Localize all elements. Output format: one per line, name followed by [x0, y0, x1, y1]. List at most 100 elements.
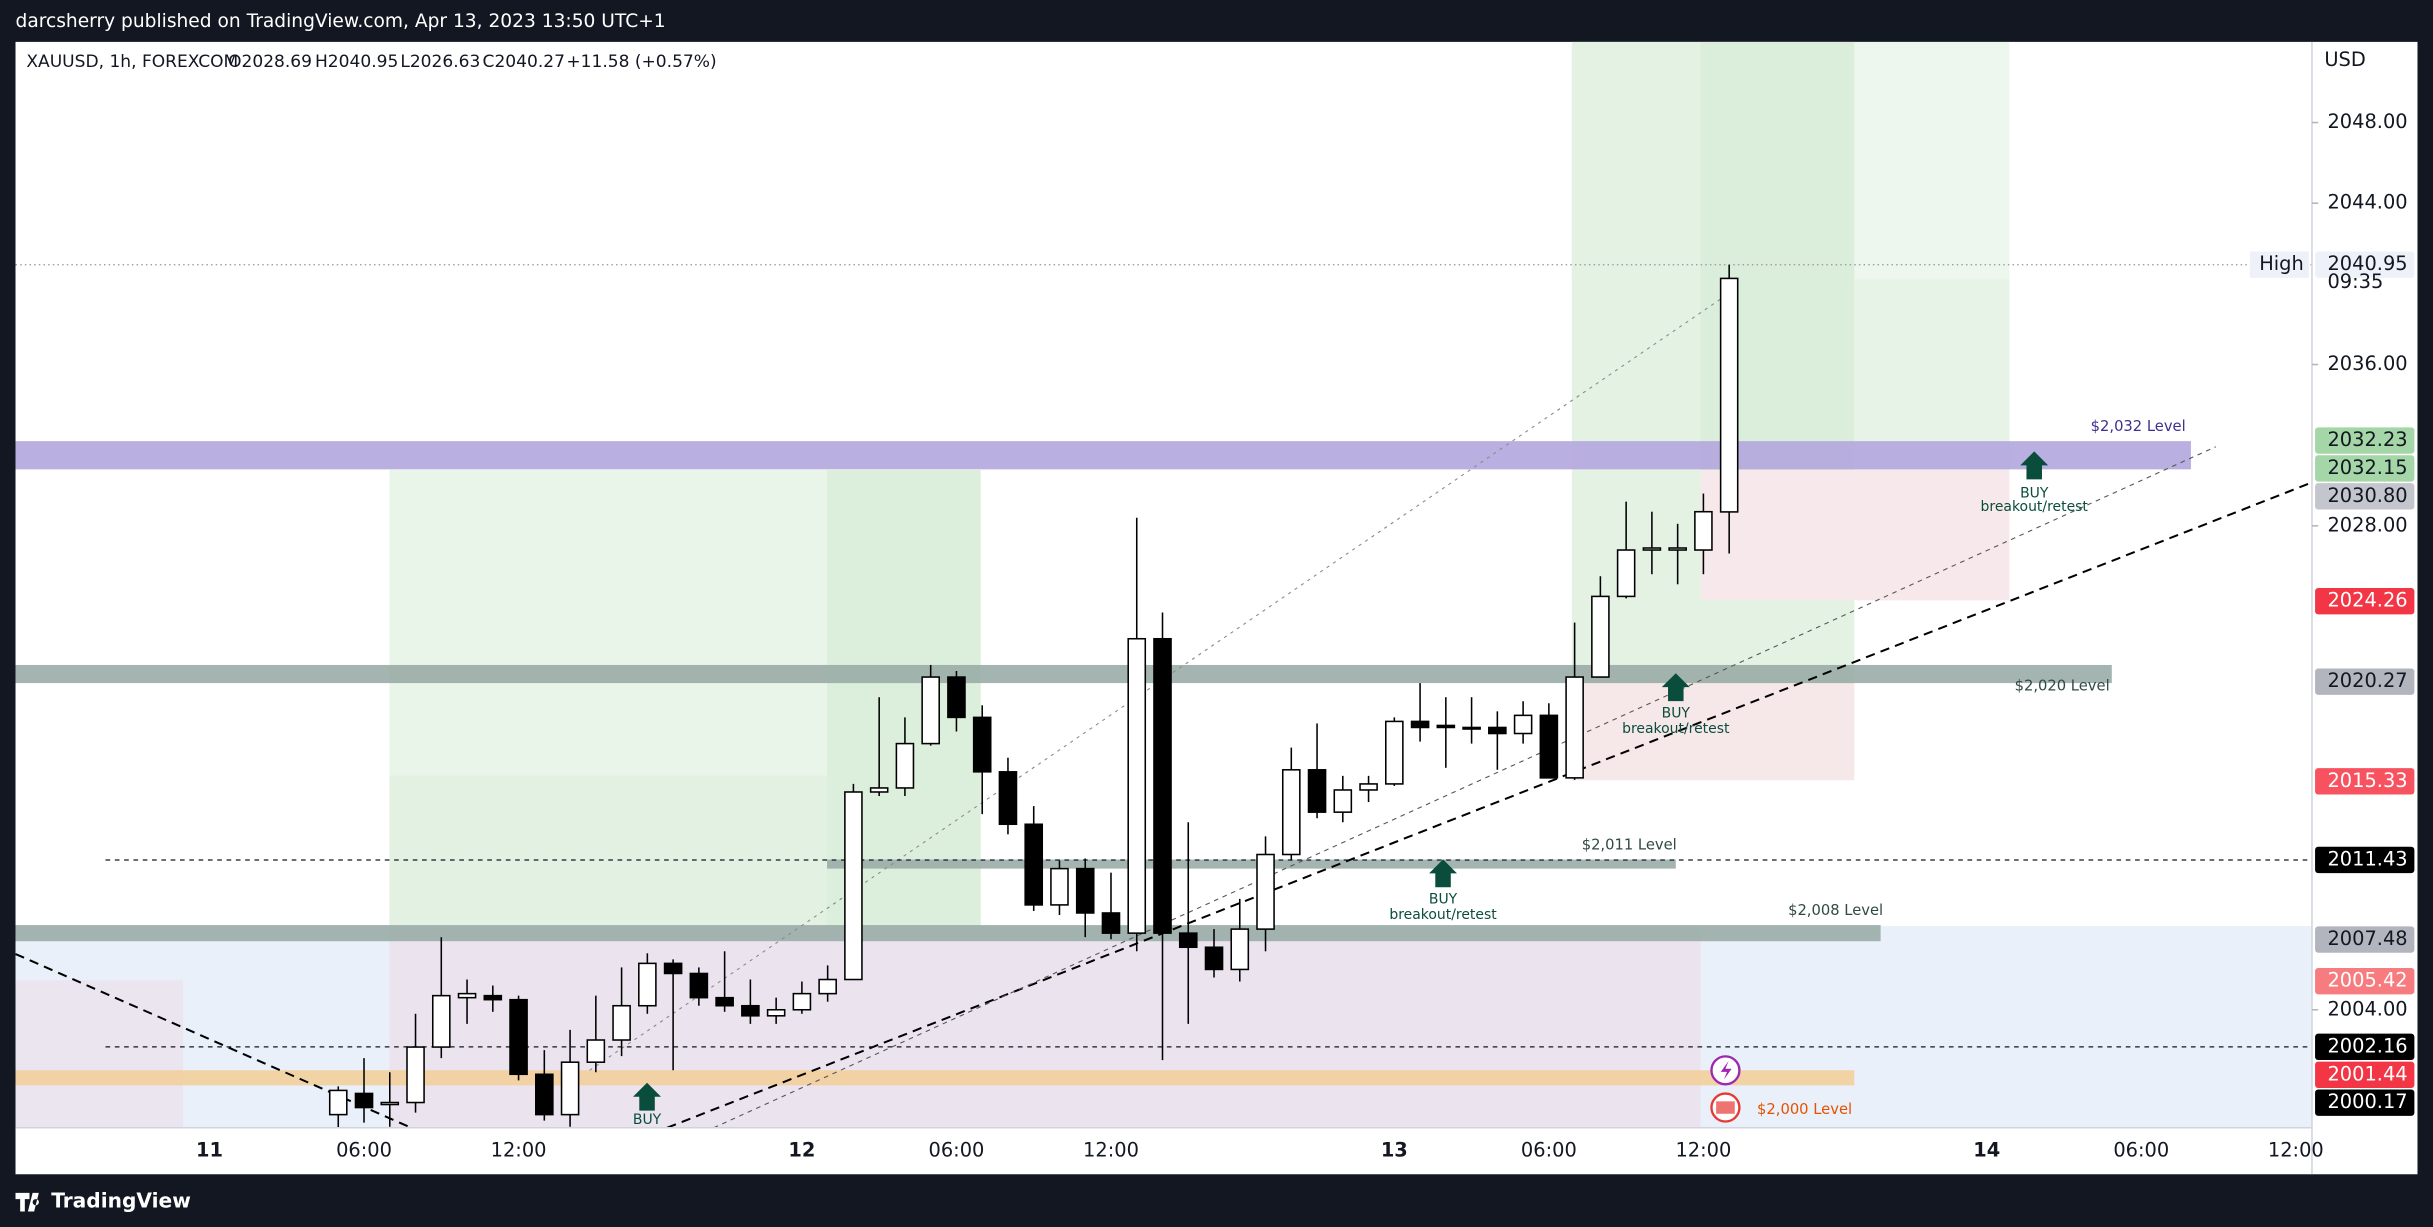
- price-tag-label: 2000.17: [2327, 1090, 2407, 1113]
- candle-body: [406, 1046, 425, 1104]
- candle-body: [741, 1004, 760, 1017]
- candle-body: [1359, 783, 1378, 791]
- candle-body: [766, 1008, 786, 1017]
- legend-low: L2026.63: [400, 52, 480, 72]
- price-tag-label: 2024.26: [2327, 589, 2407, 612]
- y-tick-label: 2048.00: [2327, 110, 2407, 133]
- symbol: XAUUSD, 1h, FOREXCOM: [26, 52, 238, 72]
- price-tag-label: 2015.33: [2327, 769, 2407, 792]
- candle-body: [1385, 720, 1404, 785]
- candle-body: [1436, 724, 1456, 729]
- candle-body: [689, 972, 709, 999]
- level-label: $2,008 Level: [1788, 902, 1883, 919]
- price-tag: [2315, 1061, 2415, 1088]
- y-tick-label: 2036.00: [2327, 352, 2407, 375]
- candle-body: [612, 1004, 631, 1041]
- candle-body: [1694, 510, 1713, 551]
- price-tag: [2315, 251, 2415, 278]
- legend-close: C2040.27: [483, 52, 565, 72]
- price-tag: [2315, 455, 2415, 482]
- candle-body: [1488, 726, 1507, 735]
- x-tick-label: 11: [196, 1138, 223, 1161]
- candle-body: [1307, 769, 1327, 813]
- price-tag: [2315, 846, 2415, 874]
- publisher: darcsherry published on TradingView.com,…: [16, 11, 666, 32]
- candle-body: [1075, 867, 1095, 914]
- candle-body: [895, 742, 915, 789]
- candles: [328, 264, 1739, 1128]
- price-tag: [2315, 967, 2415, 995]
- candle-body: [947, 676, 966, 719]
- signal-note: breakout/retest: [1622, 721, 1730, 737]
- signal-note: breakout/retest: [1389, 907, 1497, 923]
- level-band: [15, 441, 2191, 470]
- candle-body: [1591, 595, 1610, 678]
- candle-body: [457, 992, 477, 999]
- zone: [1854, 279, 2010, 471]
- x-tick-label: 12:00: [1083, 1138, 1139, 1161]
- candle-body: [818, 978, 837, 995]
- candle-body: [638, 962, 657, 1007]
- candle-body: [431, 994, 451, 1048]
- zone: [1571, 682, 1855, 781]
- x-tick-label: 12:00: [1675, 1138, 1731, 1161]
- candle-body: [1642, 547, 1662, 551]
- level-label: $2,000 Level: [1757, 1101, 1852, 1118]
- x-tick-label: 06:00: [929, 1138, 985, 1161]
- signal-label: BUY: [2020, 485, 2049, 501]
- price-tag: [2315, 926, 2415, 953]
- candle-body: [972, 716, 992, 773]
- level-band: [15, 664, 2112, 684]
- candle-body: [586, 1039, 606, 1063]
- candle-body: [1333, 789, 1353, 813]
- candle-body: [844, 791, 863, 981]
- signal-label: BUY: [1429, 892, 1458, 908]
- price-tag-note-label: High: [2259, 252, 2304, 275]
- price-tag: [2315, 668, 2415, 695]
- x-tick-label: 06:00: [2113, 1138, 2169, 1161]
- countdown: 09:35: [2327, 270, 2383, 293]
- zone: [15, 980, 184, 1128]
- x-tick-label: 06:00: [336, 1138, 392, 1161]
- candle-body: [509, 998, 528, 1076]
- price-tag: [2315, 1033, 2415, 1061]
- x-tick-label: 12:00: [491, 1138, 547, 1161]
- candle-body: [1204, 946, 1224, 971]
- legend-open: O2028.69: [228, 52, 312, 72]
- price-tag-note: [2249, 251, 2309, 278]
- level-band: [827, 859, 1676, 869]
- candle-body: [1101, 912, 1121, 934]
- signals: BUY BUY breakout/retest BUY breakout/ret…: [633, 451, 2088, 1128]
- level-label: $2,020 Level: [2015, 678, 2110, 695]
- candle-body: [1127, 637, 1147, 934]
- signal-label: BUY: [1662, 706, 1691, 722]
- candle-body: [1539, 714, 1559, 779]
- candle-body: [560, 1061, 580, 1116]
- legend-high: H2040.95: [315, 52, 398, 72]
- price-tag-label: 2011.43: [2327, 847, 2407, 870]
- y-tick-label: 2028.00: [2327, 513, 2407, 536]
- candle-body: [1565, 676, 1584, 779]
- level-band: [15, 925, 1881, 942]
- legend-change: +11.58 (+0.57%): [566, 52, 716, 72]
- price-tag: [2315, 588, 2415, 615]
- currency: USD: [2324, 48, 2365, 71]
- candle-body: [921, 676, 940, 745]
- zone: [389, 926, 1701, 1128]
- levels: [15, 441, 2191, 1086]
- price-lines: [15, 264, 2312, 1048]
- candle-body: [1153, 637, 1172, 934]
- price-tag-label: 2032.15: [2327, 456, 2407, 479]
- axes: USD 2048.00 2044.00 2036.00 2028.00 2004.00 1…: [196, 48, 2408, 1161]
- candle-body: [998, 771, 1018, 826]
- x-tick-label: 12: [788, 1138, 815, 1161]
- price-tag: [2315, 427, 2415, 454]
- candle-body: [869, 787, 889, 793]
- candle-body: [1719, 277, 1739, 513]
- level-label: $2,032 Level: [2091, 418, 2186, 435]
- price-tag-label: 2002.16: [2327, 1034, 2407, 1057]
- candle-body: [1616, 549, 1636, 598]
- candle-body: [354, 1092, 374, 1109]
